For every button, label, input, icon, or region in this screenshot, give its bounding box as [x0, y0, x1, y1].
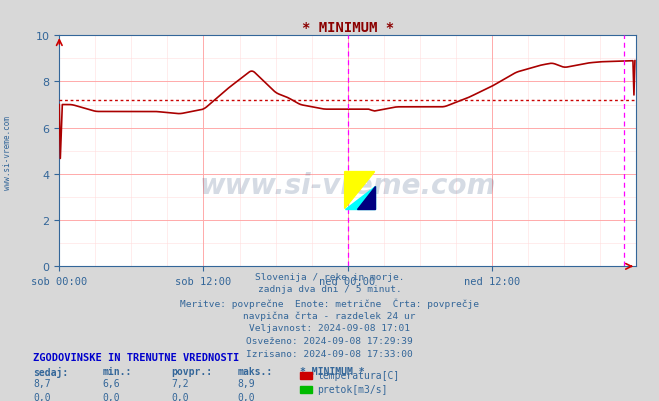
Text: www.si-vreme.com: www.si-vreme.com: [3, 115, 13, 189]
Text: pretok[m3/s]: pretok[m3/s]: [317, 385, 387, 394]
Title: * MINIMUM *: * MINIMUM *: [302, 21, 393, 35]
Polygon shape: [345, 187, 375, 209]
Text: ZGODOVINSKE IN TRENUTNE VREDNOSTI: ZGODOVINSKE IN TRENUTNE VREDNOSTI: [33, 352, 239, 362]
Text: navpična črta - razdelek 24 ur: navpična črta - razdelek 24 ur: [243, 310, 416, 320]
Text: 0,0: 0,0: [237, 392, 255, 401]
Text: 0,0: 0,0: [102, 392, 120, 401]
Text: min.:: min.:: [102, 366, 132, 376]
Text: 8,9: 8,9: [237, 378, 255, 388]
Text: maks.:: maks.:: [237, 366, 272, 376]
Text: 7,2: 7,2: [171, 378, 189, 388]
Text: povpr.:: povpr.:: [171, 366, 212, 376]
Text: 6,6: 6,6: [102, 378, 120, 388]
Text: Veljavnost: 2024-09-08 17:01: Veljavnost: 2024-09-08 17:01: [249, 323, 410, 332]
Text: Slovenija / reke in morje.: Slovenija / reke in morje.: [255, 272, 404, 281]
Text: 8,7: 8,7: [33, 378, 51, 388]
Text: * MINIMUM *: * MINIMUM *: [300, 366, 364, 376]
Polygon shape: [345, 172, 375, 209]
Text: www.si-vreme.com: www.si-vreme.com: [200, 172, 496, 200]
Polygon shape: [357, 187, 375, 209]
Text: Osveženo: 2024-09-08 17:29:39: Osveženo: 2024-09-08 17:29:39: [246, 336, 413, 345]
Text: temperatura[C]: temperatura[C]: [317, 371, 399, 380]
Text: Meritve: povprečne  Enote: metrične  Črta: povprečje: Meritve: povprečne Enote: metrične Črta:…: [180, 298, 479, 308]
Text: 0,0: 0,0: [171, 392, 189, 401]
Text: Izrisano: 2024-09-08 17:33:00: Izrisano: 2024-09-08 17:33:00: [246, 349, 413, 358]
Text: sedaj:: sedaj:: [33, 366, 68, 377]
Text: zadnja dva dni / 5 minut.: zadnja dva dni / 5 minut.: [258, 285, 401, 294]
Text: 0,0: 0,0: [33, 392, 51, 401]
